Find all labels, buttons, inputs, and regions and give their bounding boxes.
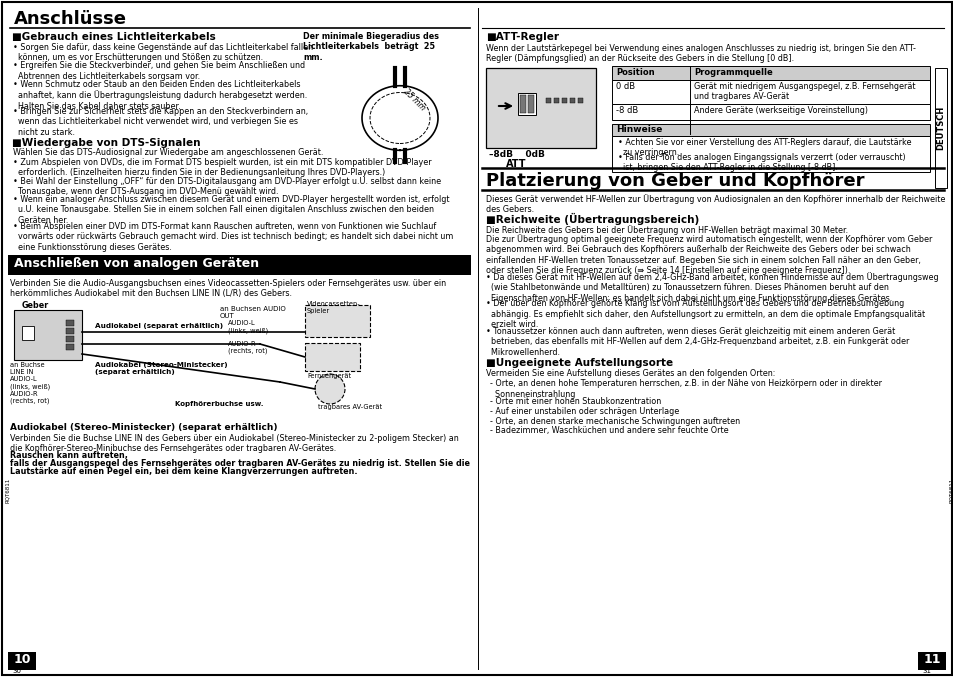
Text: - Badezimmer, Waschküchen und andere sehr feuchte Orte: - Badezimmer, Waschküchen und andere seh… xyxy=(490,426,728,435)
Text: • Tonaussetzer können auch dann auftreten, wenn dieses Gerät gleichzeitig mit ei: • Tonaussetzer können auch dann auftrete… xyxy=(485,327,908,357)
Bar xyxy=(66,344,74,350)
Text: Anschlüsse: Anschlüsse xyxy=(14,10,127,28)
Text: Dieses Gerät verwendet HF-Wellen zur Übertragung von Audiosignalen an den Kopfhö: Dieses Gerät verwendet HF-Wellen zur Übe… xyxy=(485,194,944,215)
Text: Verbinden Sie die Buchse LINE IN des Gebers über ein Audiokabel (Stereo-Ministec: Verbinden Sie die Buchse LINE IN des Geb… xyxy=(10,434,458,454)
Text: Wählen Sie das DTS-Audiosignal zur Wiedergabe am angeschlossenen Gerät.: Wählen Sie das DTS-Audiosignal zur Wiede… xyxy=(13,148,323,157)
Text: –8dB    0dB: –8dB 0dB xyxy=(489,150,544,159)
Text: Vermeiden Sie eine Aufstellung dieses Gerätes an den folgenden Orten:: Vermeiden Sie eine Aufstellung dieses Ge… xyxy=(485,370,775,378)
Text: Kopfhörerbuchse usw.: Kopfhörerbuchse usw. xyxy=(174,401,263,407)
Text: Fernsehgerät: Fernsehgerät xyxy=(307,373,351,379)
Text: Lautstärke auf einen Pegel ein, bei dem keine Klangverzerrungen auftreten.: Lautstärke auf einen Pegel ein, bei dem … xyxy=(10,467,357,476)
Bar xyxy=(569,98,575,103)
Text: Die Reichweite des Gebers bei der Übertragung von HF-Wellen beträgt maximal 30 M: Die Reichweite des Gebers bei der Übertr… xyxy=(485,225,847,235)
Bar xyxy=(917,652,945,670)
Bar xyxy=(485,68,596,148)
Bar xyxy=(612,124,929,136)
Bar xyxy=(612,80,929,104)
Text: ■Ungeeignete Aufstellungsorte: ■Ungeeignete Aufstellungsorte xyxy=(485,359,673,368)
Text: RQT6811: RQT6811 xyxy=(948,477,953,502)
Text: -8 dB: -8 dB xyxy=(616,106,638,115)
Text: AUDIO-R
(rechts, rot): AUDIO-R (rechts, rot) xyxy=(228,341,267,355)
Text: • Ergreifen Sie die Steckverbinder, und gehen Sie beim Anschließen und
  Abtrenn: • Ergreifen Sie die Steckverbinder, und … xyxy=(13,62,305,81)
Bar xyxy=(545,98,551,103)
Bar xyxy=(66,328,74,334)
Text: - Auf einer unstabilen oder schrägen Unterlage: - Auf einer unstabilen oder schrägen Unt… xyxy=(490,407,679,416)
Text: an Buchse
LINE IN
AUDIO-L
(links, weiß)
AUDIO-R
(rechts, rot): an Buchse LINE IN AUDIO-L (links, weiß) … xyxy=(10,362,51,404)
Text: • Zum Abspielen von DVDs, die im Format DTS bespielt wurden, ist ein mit DTS kom: • Zum Abspielen von DVDs, die im Format … xyxy=(13,158,431,177)
Text: • Der über den Kopfhörer gehörte Klang ist vom Aufstellungsort des Gebers und de: • Der über den Kopfhörer gehörte Klang i… xyxy=(485,299,924,329)
Text: Platzierung von Geber und Kopfhörer: Platzierung von Geber und Kopfhörer xyxy=(485,172,863,190)
Text: 0 dB: 0 dB xyxy=(616,82,635,91)
Bar xyxy=(519,95,525,113)
Bar xyxy=(527,95,534,113)
Text: Rauschen kann auftreten,: Rauschen kann auftreten, xyxy=(10,451,128,460)
Text: Audiokabel (Stereo-Ministecker)
(separat erhältlich): Audiokabel (Stereo-Ministecker) (separat… xyxy=(95,362,228,375)
Bar xyxy=(8,255,471,275)
Text: • Beim Abspielen einer DVD im DTS-Format kann Rauschen auftreten, wenn von Funkt: • Beim Abspielen einer DVD im DTS-Format… xyxy=(13,222,453,252)
Text: 25 mm: 25 mm xyxy=(401,87,427,112)
Bar xyxy=(14,310,82,360)
Text: 30: 30 xyxy=(12,668,21,674)
Bar xyxy=(561,98,566,103)
Text: Hinweise: Hinweise xyxy=(616,125,661,134)
Text: Verbinden Sie die Audio-Ausgangsbuchsen eines Videocassetten-Spielers oder Ferns: Verbinden Sie die Audio-Ausgangsbuchsen … xyxy=(10,279,446,299)
Text: Videocassetten-
Spieler: Videocassetten- Spieler xyxy=(307,301,360,314)
Text: Die zur Übertragung optimal geeignete Frequenz wird automatisch eingestellt, wen: Die zur Übertragung optimal geeignete Fr… xyxy=(485,234,931,275)
Text: ■Gebrauch eines Lichtleiterkabels: ■Gebrauch eines Lichtleiterkabels xyxy=(12,32,215,42)
Text: ATT: ATT xyxy=(505,159,526,169)
Text: - Orte mit einer hohen Staubkonzentration: - Orte mit einer hohen Staubkonzentratio… xyxy=(490,397,660,406)
Text: ■Reichweite (Übertragungsbereich): ■Reichweite (Übertragungsbereich) xyxy=(485,213,699,225)
Text: • Achten Sie vor einer Verstellung des ATT-Reglers darauf, die Lautstärke
  zu v: • Achten Sie vor einer Verstellung des A… xyxy=(618,138,910,157)
Text: tragbares AV-Gerät: tragbares AV-Gerät xyxy=(317,404,382,410)
Text: Gerät mit niedrigem Ausgangspegel, z.B. Fernsehgerät
und tragbares AV-Gerät: Gerät mit niedrigem Ausgangspegel, z.B. … xyxy=(693,82,915,102)
Bar xyxy=(8,652,36,670)
Text: 10: 10 xyxy=(13,653,30,666)
Bar xyxy=(934,68,946,188)
Text: • Wenn Schmutz oder Staub an den beiden Enden des Lichtleiterkabels
  anhaftet, : • Wenn Schmutz oder Staub an den beiden … xyxy=(13,80,307,111)
Text: Geber: Geber xyxy=(22,301,50,310)
Text: AUDIO-L
(links, weiß): AUDIO-L (links, weiß) xyxy=(228,320,268,334)
Text: • Bringen Sie zur Sicherheit stets die Kappen an den Steckverbindern an,
  wenn : • Bringen Sie zur Sicherheit stets die K… xyxy=(13,107,308,137)
Text: 31: 31 xyxy=(921,668,930,674)
Bar xyxy=(517,93,536,115)
Text: Programmquelle: Programmquelle xyxy=(693,68,772,77)
Text: • Falls der Ton des analogen Eingangssignals verzerrt (oder verrauscht)
  ist, b: • Falls der Ton des analogen Eingangssig… xyxy=(618,153,904,173)
Bar xyxy=(578,98,582,103)
Text: Wenn der Lautstärkepegel bei Verwendung eines analogen Anschlusses zu niedrig is: Wenn der Lautstärkepegel bei Verwendung … xyxy=(485,44,915,64)
Bar xyxy=(305,343,359,371)
Text: • Wenn ein analoger Anschluss zwischen diesem Gerät und einem DVD-Player hergest: • Wenn ein analoger Anschluss zwischen d… xyxy=(13,195,449,225)
Text: Der minimale Biegeradius des
Lichtleiterkabels  beträgt  25
mm.: Der minimale Biegeradius des Lichtleiter… xyxy=(303,32,438,62)
Bar xyxy=(305,305,370,337)
Text: Position: Position xyxy=(616,68,654,77)
Bar xyxy=(554,98,558,103)
Bar xyxy=(66,336,74,342)
Text: ■ATT-Regler: ■ATT-Regler xyxy=(485,32,558,42)
Text: falls der Ausgangspegel des Fernsehgerätes oder tragbaren AV-Gerätes zu niedrig : falls der Ausgangspegel des Fernsehgerät… xyxy=(10,459,470,468)
Bar xyxy=(612,66,929,80)
Text: an Buchsen AUDIO
OUT: an Buchsen AUDIO OUT xyxy=(220,306,286,319)
Text: 11: 11 xyxy=(923,653,940,666)
Text: • Da dieses Gerät mit HF-Wellen auf dem 2,4-GHz-Band arbeitet, können Hinderniss: • Da dieses Gerät mit HF-Wellen auf dem … xyxy=(485,272,938,303)
Text: RQT6811: RQT6811 xyxy=(5,477,10,502)
Circle shape xyxy=(314,374,345,404)
Bar xyxy=(22,326,34,340)
Text: Andere Geräte (werkseitige Voreinstellung): Andere Geräte (werkseitige Voreinstellun… xyxy=(693,106,867,115)
Text: - Orte, an denen hohe Temperaturen herrschen, z.B. in der Nähe von Heizkörpern o: - Orte, an denen hohe Temperaturen herrs… xyxy=(490,380,882,399)
Text: Anschließen von analogen Geräten: Anschließen von analogen Geräten xyxy=(14,257,259,270)
Text: Audiokabel (separat erhältlich): Audiokabel (separat erhältlich) xyxy=(95,323,223,329)
Text: Audiokabel (Stereo-Ministecker) (separat erhältlich): Audiokabel (Stereo-Ministecker) (separat… xyxy=(10,423,277,432)
Text: • Sorgen Sie dafür, dass keine Gegenstände auf das Lichtleiterkabel fallen
  kön: • Sorgen Sie dafür, dass keine Gegenstän… xyxy=(13,43,313,62)
Bar xyxy=(66,320,74,326)
Bar xyxy=(612,104,929,120)
Text: • Bei Wahl der Einstellung „OFF“ für den DTS-Digitalausgang am DVD-Player erfolg: • Bei Wahl der Einstellung „OFF“ für den… xyxy=(13,177,440,196)
Bar xyxy=(612,136,929,172)
Text: DEUTSCH: DEUTSCH xyxy=(936,106,944,150)
Text: - Orte, an denen starke mechanische Schwingungen auftreten: - Orte, an denen starke mechanische Schw… xyxy=(490,416,740,426)
Text: ■Wiedergabe von DTS-Signalen: ■Wiedergabe von DTS-Signalen xyxy=(12,138,200,148)
